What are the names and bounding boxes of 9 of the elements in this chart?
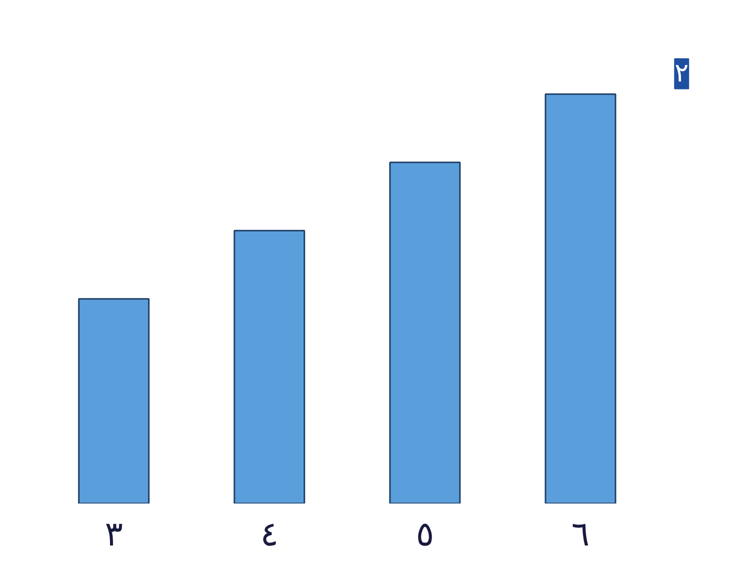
x-tick-label: ٣ bbox=[104, 514, 123, 554]
bar bbox=[78, 298, 150, 504]
bar bbox=[389, 162, 461, 504]
x-tick-label: ٤ bbox=[260, 514, 279, 554]
bar bbox=[234, 230, 306, 504]
x-tick-label: ٦ bbox=[571, 514, 590, 554]
x-tick-label: ٥ bbox=[416, 514, 434, 554]
bar bbox=[544, 93, 616, 504]
text: ٢ bbox=[674, 58, 689, 89]
